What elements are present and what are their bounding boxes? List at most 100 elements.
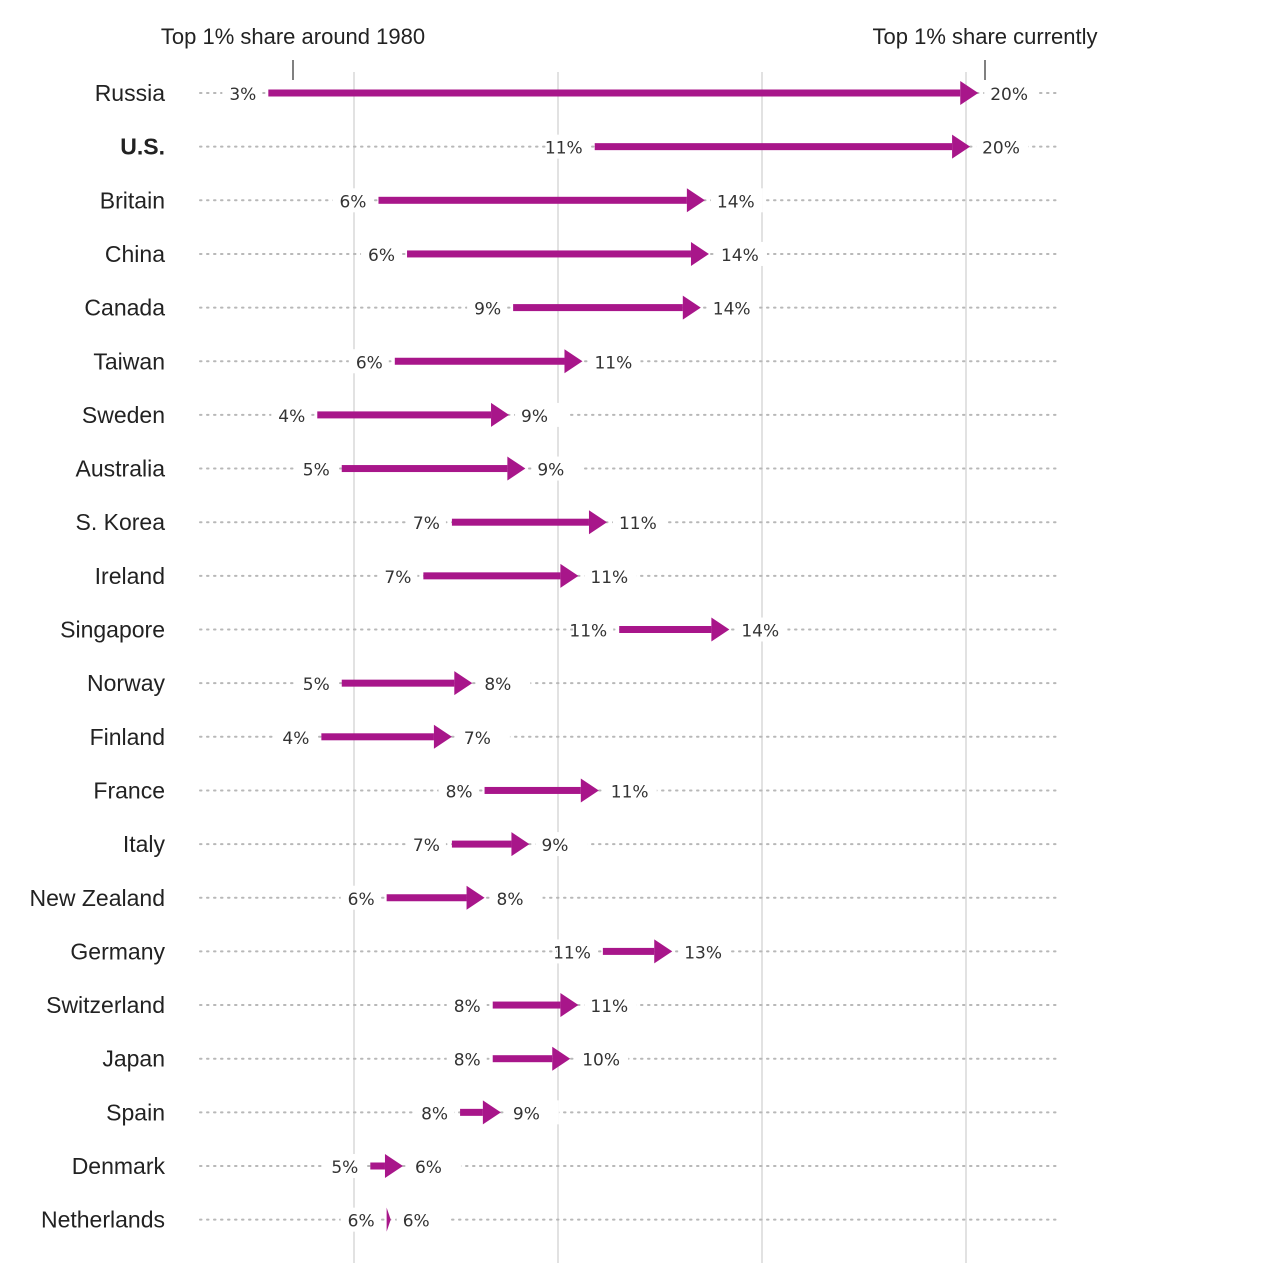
start-label-bg xyxy=(446,1046,487,1071)
arrow-head xyxy=(588,510,607,535)
arrow-shaft xyxy=(513,304,683,312)
arrow-head xyxy=(686,188,705,213)
arrow-head xyxy=(952,134,971,159)
arrow-shaft xyxy=(492,1001,561,1009)
arrow-shaft xyxy=(321,733,434,741)
chart-row: U.S. 11% 20% xyxy=(120,134,1057,160)
country-label: Singapore xyxy=(60,617,165,643)
chart-row: Netherlands 6% 6% xyxy=(41,1207,1057,1233)
start-value-label: 4% xyxy=(282,729,309,749)
end-value-label: 11% xyxy=(590,997,628,1017)
start-label-bg xyxy=(467,295,508,320)
end-label-bg xyxy=(531,456,584,481)
country-label: Sweden xyxy=(82,402,165,428)
chart-row: Canada 9% 14% xyxy=(84,295,1057,321)
chart-row: Finland 4% 7% xyxy=(90,724,1057,750)
end-label-bg xyxy=(457,724,510,749)
country-label: Spain xyxy=(106,1099,165,1125)
arrow-shaft xyxy=(268,89,961,97)
country-label: Japan xyxy=(102,1046,165,1072)
end-value-label: 20% xyxy=(982,139,1020,159)
end-label-bg xyxy=(735,617,788,642)
start-value-label: 11% xyxy=(545,139,583,159)
start-value-label: 8% xyxy=(421,1104,448,1124)
start-label-bg xyxy=(446,993,487,1018)
start-value-label: 6% xyxy=(339,192,366,212)
arrow-shaft xyxy=(407,250,691,258)
start-label-bg xyxy=(340,885,381,910)
arrow-shaft xyxy=(341,679,455,687)
start-value-label: 11% xyxy=(569,622,607,642)
end-label-bg xyxy=(396,1207,449,1232)
start-value-label: 7% xyxy=(384,568,411,588)
country-label: Netherlands xyxy=(41,1207,165,1233)
country-label: New Zealand xyxy=(29,885,165,911)
start-value-label: 5% xyxy=(303,675,330,695)
start-label-bg xyxy=(324,1154,365,1178)
end-label-bg xyxy=(588,349,641,374)
arrow-shaft xyxy=(619,626,712,633)
start-value-label: 6% xyxy=(356,353,383,373)
end-label-bg xyxy=(706,295,759,320)
arrow-shaft xyxy=(451,840,512,848)
country-label: Canada xyxy=(84,295,165,321)
start-value-label: 3% xyxy=(229,85,256,105)
end-value-label: 9% xyxy=(541,836,568,856)
chart-row: Norway 5% 8% xyxy=(87,670,1057,696)
end-label-bg xyxy=(576,1046,629,1071)
arrow-head xyxy=(433,724,452,749)
start-label-bg xyxy=(340,1207,381,1232)
arrow-shaft xyxy=(602,947,655,955)
header-start-label: Top 1% share around 1980 xyxy=(161,24,425,49)
end-value-label: 6% xyxy=(415,1158,442,1178)
chart-row: Denmark 5% 6% xyxy=(72,1153,1057,1179)
end-label-bg xyxy=(535,832,588,857)
start-label-bg xyxy=(271,402,312,427)
end-value-label: 11% xyxy=(590,568,628,588)
arrow-shaft xyxy=(423,572,561,580)
start-label-bg xyxy=(556,939,597,964)
start-value-label: 6% xyxy=(368,246,395,266)
arrow-shaft xyxy=(460,1108,483,1116)
end-value-label: 10% xyxy=(582,1051,620,1071)
chart-rows: Russia 3% 20% U.S. 11% 20% Britain 6% 14% China 6%… xyxy=(29,80,1057,1233)
end-value-label: 13% xyxy=(684,943,722,963)
end-value-label: 9% xyxy=(513,1104,540,1124)
header-end-label: Top 1% share currently xyxy=(873,24,1098,49)
chart-row: Ireland 7% 11% xyxy=(95,563,1057,589)
arrow-head xyxy=(682,295,701,320)
start-label-bg xyxy=(377,563,418,588)
chart-row: Singapore 11% 14% xyxy=(60,617,1057,643)
chart-header: Top 1% share around 1980 Top 1% share cu… xyxy=(161,24,1098,80)
arrow-head xyxy=(560,993,579,1018)
start-value-label: 9% xyxy=(474,300,501,320)
arrow-shaft xyxy=(317,411,492,419)
arrow-shaft xyxy=(378,196,687,204)
chart-row: New Zealand 6% 8% xyxy=(29,885,1057,911)
start-label-bg xyxy=(405,832,446,857)
end-label-bg xyxy=(710,188,763,213)
chart-row: Germany 11% 13% xyxy=(70,938,1057,964)
arrow-head xyxy=(466,885,485,910)
arrow-shaft xyxy=(594,143,953,151)
country-label: Germany xyxy=(70,938,165,964)
chart-row: Japan 8% 10% xyxy=(102,1046,1057,1072)
start-label-bg xyxy=(405,510,446,535)
chart-row: France 8% 11% xyxy=(93,777,1057,803)
arrow-shaft xyxy=(370,1162,385,1170)
start-label-bg xyxy=(361,241,402,266)
end-value-label: 11% xyxy=(594,353,632,373)
chart-row: Russia 3% 20% xyxy=(95,80,1057,106)
chart-row: Italy 7% 9% xyxy=(123,831,1057,857)
end-label-bg xyxy=(584,563,637,588)
country-label: Denmark xyxy=(72,1153,166,1179)
country-label: Australia xyxy=(76,456,166,482)
country-label: Norway xyxy=(87,670,165,696)
country-label: China xyxy=(105,241,165,267)
arrow-head xyxy=(384,1154,403,1178)
start-value-label: 6% xyxy=(348,1212,375,1232)
country-label: Finland xyxy=(90,724,165,750)
start-value-label: 7% xyxy=(413,514,440,534)
end-value-label: 14% xyxy=(717,192,755,212)
